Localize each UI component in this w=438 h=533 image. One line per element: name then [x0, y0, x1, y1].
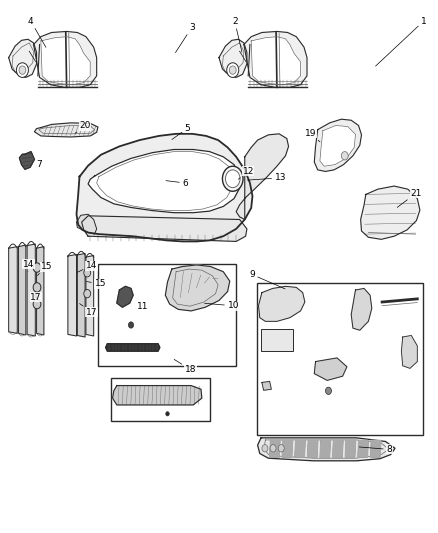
Polygon shape: [86, 255, 94, 336]
Polygon shape: [27, 244, 35, 336]
Text: 19: 19: [305, 129, 320, 142]
Polygon shape: [117, 286, 133, 307]
Polygon shape: [36, 247, 44, 335]
Text: 17: 17: [30, 293, 42, 302]
Polygon shape: [258, 286, 305, 321]
Text: 14: 14: [23, 260, 34, 272]
Polygon shape: [244, 31, 307, 87]
Polygon shape: [166, 265, 230, 311]
Polygon shape: [18, 245, 26, 335]
Circle shape: [262, 445, 268, 452]
Polygon shape: [251, 37, 300, 85]
Text: 18: 18: [174, 359, 196, 374]
Polygon shape: [106, 344, 160, 351]
Polygon shape: [333, 440, 343, 457]
Polygon shape: [9, 39, 36, 77]
Circle shape: [341, 151, 348, 160]
Polygon shape: [113, 385, 202, 405]
Polygon shape: [282, 440, 293, 457]
Text: 17: 17: [80, 304, 97, 317]
Bar: [257, 283, 423, 435]
Text: 6: 6: [166, 179, 188, 188]
Circle shape: [84, 269, 91, 277]
Polygon shape: [236, 134, 289, 220]
Polygon shape: [35, 123, 98, 137]
Text: 12: 12: [238, 166, 254, 179]
Polygon shape: [19, 151, 35, 169]
Text: 13: 13: [247, 173, 286, 182]
Polygon shape: [401, 335, 417, 368]
Polygon shape: [9, 247, 17, 333]
Circle shape: [84, 289, 91, 298]
Text: 9: 9: [249, 270, 285, 289]
Text: 21: 21: [397, 189, 421, 207]
Text: 10: 10: [205, 301, 239, 310]
Text: 5: 5: [172, 124, 191, 140]
Polygon shape: [88, 149, 240, 213]
Circle shape: [19, 66, 26, 74]
Polygon shape: [78, 254, 85, 337]
Text: 4: 4: [28, 17, 46, 47]
Circle shape: [16, 63, 28, 77]
Circle shape: [166, 411, 169, 416]
Bar: [98, 264, 236, 366]
Polygon shape: [320, 440, 330, 457]
Text: 20: 20: [75, 121, 91, 133]
Polygon shape: [351, 288, 372, 330]
Polygon shape: [307, 440, 318, 457]
Polygon shape: [68, 254, 77, 336]
Text: 7: 7: [36, 160, 42, 169]
Polygon shape: [320, 125, 356, 166]
Polygon shape: [34, 31, 97, 87]
Polygon shape: [77, 214, 97, 234]
Circle shape: [230, 66, 236, 74]
Polygon shape: [360, 186, 420, 239]
Bar: [111, 378, 210, 421]
Circle shape: [325, 387, 332, 394]
Circle shape: [270, 445, 276, 452]
Polygon shape: [371, 440, 381, 457]
Text: 14: 14: [78, 261, 97, 272]
Polygon shape: [295, 440, 305, 457]
Text: 15: 15: [87, 279, 106, 288]
Circle shape: [128, 322, 134, 328]
Circle shape: [278, 445, 284, 452]
Polygon shape: [219, 39, 247, 77]
Circle shape: [33, 263, 41, 272]
Polygon shape: [270, 440, 280, 457]
Polygon shape: [314, 358, 347, 381]
Text: 2: 2: [232, 17, 242, 52]
Polygon shape: [258, 438, 395, 461]
Text: 11: 11: [138, 302, 149, 311]
Circle shape: [226, 170, 240, 188]
Text: 1: 1: [375, 17, 427, 66]
Polygon shape: [358, 440, 368, 457]
Bar: [261, 329, 293, 351]
Circle shape: [223, 166, 243, 191]
Polygon shape: [81, 216, 247, 241]
Circle shape: [33, 282, 41, 292]
Text: 3: 3: [176, 23, 195, 53]
Polygon shape: [314, 119, 361, 172]
Polygon shape: [41, 37, 90, 85]
Circle shape: [33, 300, 41, 309]
Polygon shape: [77, 134, 252, 241]
Polygon shape: [345, 440, 356, 457]
Text: 15: 15: [37, 262, 53, 276]
Text: 8: 8: [359, 445, 392, 454]
Polygon shape: [262, 382, 272, 390]
Circle shape: [227, 63, 239, 77]
